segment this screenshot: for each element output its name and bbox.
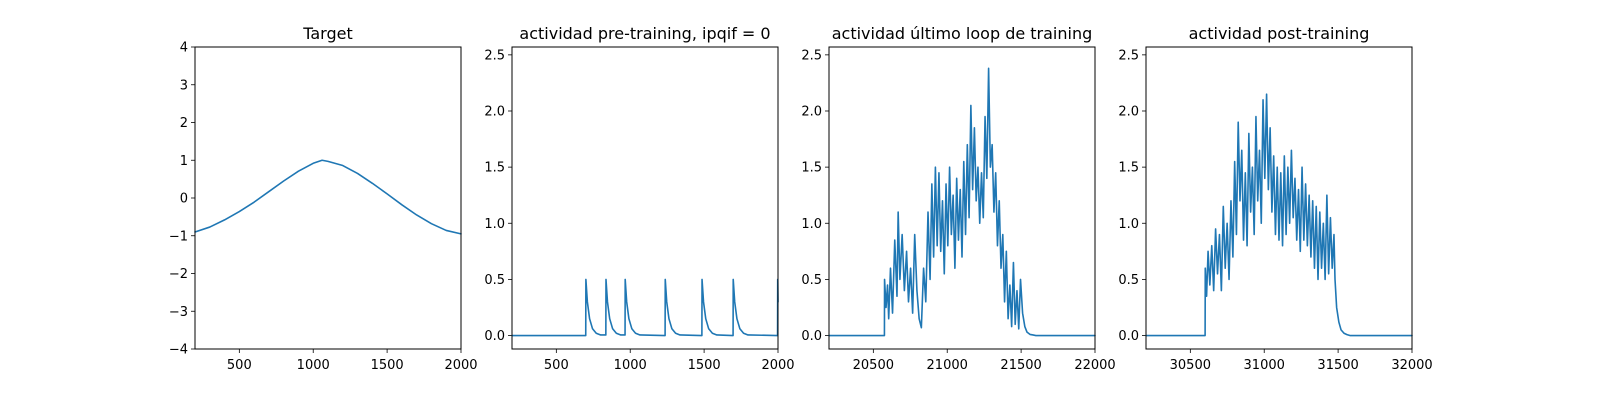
x-tick-label: 500: [544, 358, 569, 373]
y-tick-label: 1.5: [801, 161, 822, 176]
panel-target: Target 500 1000 1500 2000 −4 −3 −2 −1 0 1 2 3 4: [169, 24, 478, 373]
y-tick-label: 0: [180, 192, 188, 207]
x-tick-label: 1000: [297, 358, 330, 373]
x-tick-label: 500: [227, 358, 252, 373]
panel-title: actividad post-training: [1189, 24, 1370, 43]
x-tick-label: 2000: [444, 358, 477, 373]
axes-frame: [828, 46, 1096, 350]
y-tick-label: 0.0: [801, 329, 822, 344]
y-tick-label: 2.5: [801, 48, 822, 63]
axes-frame: [194, 46, 462, 350]
axis-ticks: 500 1000 1500 2000 0.0 0.5 1.0 1.5 2.0 2.5: [484, 48, 794, 373]
y-tick-label: 0.5: [484, 273, 505, 288]
x-tick-label: 22000: [1074, 358, 1115, 373]
series-layer: [1145, 93, 1413, 337]
y-tick-label: 0.0: [1118, 329, 1139, 344]
x-tick-label: 31500: [1317, 358, 1358, 373]
y-tick-label: 2.0: [801, 104, 822, 119]
y-tick-label: −2: [169, 267, 188, 282]
y-tick-label: 1.0: [801, 217, 822, 232]
series-layer: [828, 67, 1096, 337]
panel-pre-training: actividad pre-training, ipqif = 0 500 100…: [484, 24, 794, 373]
series-line: [511, 278, 779, 337]
panel-last-training-loop: actividad último loop de training 20500 2…: [801, 24, 1115, 373]
y-tick-label: 2.5: [1118, 48, 1139, 63]
x-tick-label: 1000: [614, 358, 647, 373]
x-tick-label: 31000: [1244, 358, 1285, 373]
y-tick-label: 2.0: [484, 104, 505, 119]
y-tick-label: 1.5: [1118, 161, 1139, 176]
x-tick-label: 1500: [688, 358, 721, 373]
panel-title: actividad último loop de training: [832, 24, 1093, 43]
series-line: [828, 67, 1096, 337]
y-tick-label: 0.5: [801, 273, 822, 288]
series-line: [1145, 93, 1413, 337]
panel-title: actividad pre-training, ipqif = 0: [519, 24, 770, 43]
y-tick-label: 4: [180, 41, 188, 56]
panel-post-training: actividad post-training 30500 31000 31500 3…: [1118, 24, 1432, 373]
x-tick-label: 21000: [927, 358, 968, 373]
x-tick-label: 32000: [1391, 358, 1432, 373]
panel-title: Target: [302, 24, 353, 43]
y-tick-label: −4: [169, 343, 188, 358]
axes-frame: [1145, 46, 1413, 350]
x-tick-label: 2000: [761, 358, 794, 373]
x-tick-label: 20500: [853, 358, 894, 373]
y-tick-label: −3: [169, 305, 188, 320]
series-layer: [511, 278, 779, 337]
y-tick-label: 0.0: [484, 329, 505, 344]
axis-ticks: 30500 31000 31500 32000 0.0 0.5 1.0 1.5 2.0 2.5: [1118, 48, 1432, 373]
x-tick-label: 30500: [1170, 358, 1211, 373]
y-tick-label: 1: [180, 154, 188, 169]
series-layer: [194, 159, 462, 235]
y-tick-label: 1.0: [484, 217, 505, 232]
x-tick-label: 21500: [1000, 358, 1041, 373]
x-tick-label: 1500: [371, 358, 404, 373]
series-line: [194, 159, 462, 235]
y-tick-label: 1.5: [484, 161, 505, 176]
y-tick-label: 2.5: [484, 48, 505, 63]
y-tick-label: 3: [180, 78, 188, 93]
y-tick-label: 0.5: [1118, 273, 1139, 288]
axes-frame: [511, 46, 779, 350]
axis-ticks: 20500 21000 21500 22000 0.0 0.5 1.0 1.5 2.0 2.5: [801, 48, 1115, 373]
y-tick-label: −1: [169, 229, 188, 244]
y-tick-label: 1.0: [1118, 217, 1139, 232]
y-tick-label: 2.0: [1118, 104, 1139, 119]
y-tick-label: 2: [180, 116, 188, 131]
axis-ticks: 500 1000 1500 2000 −4 −3 −2 −1 0 1 2 3 4: [169, 41, 478, 374]
